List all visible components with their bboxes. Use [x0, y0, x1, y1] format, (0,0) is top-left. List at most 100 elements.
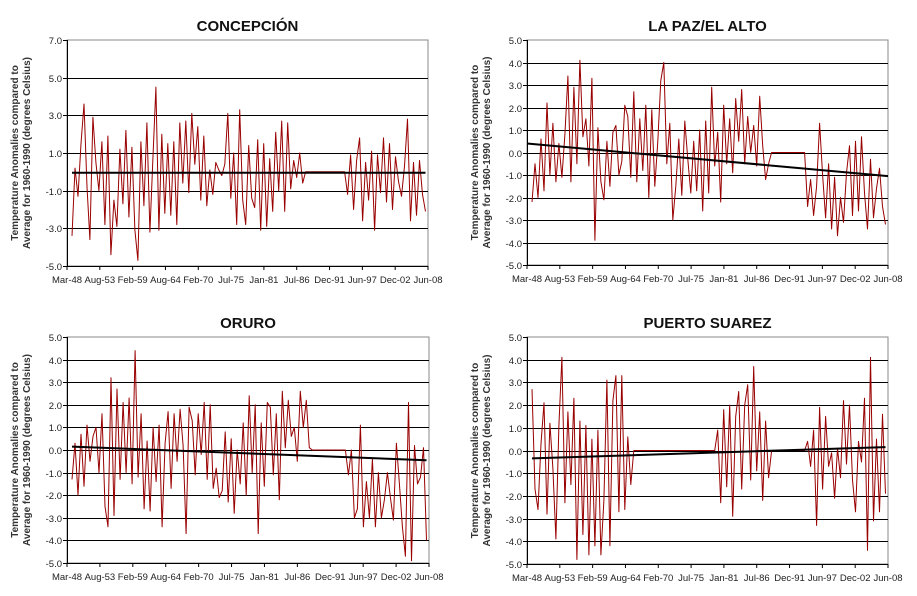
- y-tick-label: 3.0: [49, 378, 62, 389]
- x-tick-label: Mar-48: [52, 572, 82, 583]
- y-tick-label: -2.0: [46, 491, 62, 502]
- y-tick-label: -5.0: [506, 261, 522, 272]
- x-tick-label: Jun-97: [349, 572, 378, 583]
- x-tick-label: Jan-81: [250, 572, 279, 583]
- x-tick-label: Jun-08: [873, 573, 902, 584]
- x-tick-label: Aug-53: [84, 275, 115, 286]
- y-tick-label: 0.0: [49, 446, 62, 457]
- x-tick-label: Feb-70: [184, 572, 214, 583]
- y-tick-label: 2.0: [509, 401, 522, 412]
- y-tick-label: -5.0: [46, 559, 62, 570]
- x-tick-label: Jan-81: [709, 274, 738, 285]
- y-tick-label: -2.0: [506, 194, 522, 205]
- y-tick-label: -1.0: [46, 469, 62, 480]
- y-tick-label: -5.0: [46, 262, 62, 273]
- x-tick-label: Jul-75: [219, 572, 245, 583]
- x-tick-label: Feb-59: [578, 573, 608, 584]
- y-tick-label: 3.0: [49, 111, 62, 122]
- x-tick-label: Aug-64: [150, 572, 181, 583]
- anomaly-series-line: [71, 86, 426, 261]
- x-tick-label: Feb-59: [118, 572, 148, 583]
- y-tick-label: -5.0: [506, 560, 522, 571]
- x-tick-label: Jun-08: [873, 274, 902, 285]
- x-tick-label: Jun-97: [808, 573, 837, 584]
- x-tick-label: Jun-97: [348, 275, 377, 286]
- x-tick-label: Jul-75: [678, 274, 704, 285]
- y-axis-label: Average for 1960-1990 (degrees Celsius): [482, 355, 493, 547]
- chart-concepcion: CONCEPCIÓN -5.0 -3.0 -1.0 1.0 3.0 5.0 7.0 Mar-48…: [10, 17, 443, 286]
- x-tick-label: Jul-75: [218, 275, 244, 286]
- y-tick-label: -4.0: [46, 536, 62, 547]
- y-tick-label: 1.0: [49, 423, 62, 434]
- anomaly-series-line: [71, 350, 427, 562]
- y-axis-label: Average for 1960-1990 (degrees Celsius): [482, 57, 493, 249]
- y-tick-label: 4.0: [509, 59, 522, 70]
- y-tick-label: 5.0: [509, 36, 522, 47]
- x-tick-label: Dec-02: [380, 275, 411, 286]
- y-axis-label: Average for 1960-1990 (degrees Celsius): [22, 57, 33, 249]
- anomaly-series-line: [531, 59, 886, 241]
- x-tick-label: Aug-64: [610, 573, 641, 584]
- y-tick-label: 3.0: [509, 378, 522, 389]
- x-tick-label: Jan-81: [249, 275, 278, 286]
- chart-title: LA PAZ/EL ALTO: [648, 18, 767, 35]
- x-tick-label: Dec-02: [840, 573, 871, 584]
- y-tick-label: -4.0: [506, 239, 522, 250]
- x-tick-label: Aug-53: [544, 274, 575, 285]
- y-tick-label: 2.0: [49, 401, 62, 412]
- y-tick-label: 7.0: [49, 36, 62, 47]
- x-tick-label: Jul-86: [744, 274, 770, 285]
- x-tick-label: Jul-75: [678, 573, 704, 584]
- y-tick-label: 0.0: [509, 149, 522, 160]
- y-tick-label: -3.0: [506, 216, 522, 227]
- x-tick-label: Feb-70: [643, 274, 673, 285]
- x-tick-label: Aug-53: [544, 573, 575, 584]
- x-tick-label: Mar-48: [52, 275, 82, 286]
- x-tick-label: Jun-97: [808, 274, 837, 285]
- y-tick-label: -2.0: [506, 492, 522, 503]
- y-axis-label: Temperature Anomalies compared to: [470, 65, 481, 241]
- x-tick-label: Aug-64: [150, 275, 181, 286]
- x-tick-label: Dec-91: [774, 573, 805, 584]
- trend-line: [71, 445, 427, 462]
- x-tick-label: Feb-59: [578, 274, 608, 285]
- x-tick-label: Feb-70: [183, 275, 213, 286]
- chart-la-paz-el-alto: LA PAZ/EL ALTO -5.0 -4.0 -3.0 -2.0 -1.0 0.0 1.0…: [470, 18, 903, 285]
- x-tick-label: Mar-48: [512, 274, 542, 285]
- x-tick-label: Dec-91: [315, 572, 346, 583]
- y-tick-label: 4.0: [509, 356, 522, 367]
- x-tick-label: Jun-08: [414, 572, 443, 583]
- chart-title: CONCEPCIÓN: [197, 17, 299, 35]
- x-tick-label: Jun-08: [413, 275, 442, 286]
- x-tick-label: Aug-53: [85, 572, 116, 583]
- y-tick-label: 4.0: [49, 356, 62, 367]
- x-tick-label: Dec-91: [314, 275, 345, 286]
- chart-oruro: ORURO -5.0 -4.0 -3.0 -2.0 -1.0 0.0 1.0 2.0 3.0 4.0…: [10, 315, 444, 583]
- x-tick-label: Jan-81: [709, 573, 738, 584]
- x-tick-label: Aug-64: [610, 274, 641, 285]
- y-tick-label: 5.0: [509, 333, 522, 344]
- trend-line: [531, 446, 886, 460]
- y-axis-label: Temperature Anomalies compared to: [10, 65, 21, 241]
- y-tick-label: -3.0: [506, 515, 522, 526]
- chart-title: PUERTO SUAREZ: [643, 315, 771, 332]
- chart-puerto-suarez: PUERTO SUAREZ -5.0 -4.0 -3.0 -2.0 -1.0 0.0 1.0 2…: [470, 315, 903, 584]
- y-tick-label: 1.0: [49, 149, 62, 160]
- x-tick-label: Dec-91: [774, 274, 805, 285]
- chart-title: ORURO: [220, 315, 276, 332]
- x-tick-label: Jul-86: [284, 275, 310, 286]
- x-tick-label: Feb-70: [643, 573, 673, 584]
- y-tick-label: -3.0: [46, 514, 62, 525]
- y-tick-label: 1.0: [509, 424, 522, 435]
- y-tick-label: -4.0: [506, 537, 522, 548]
- y-tick-label: 5.0: [49, 74, 62, 85]
- y-tick-label: -3.0: [46, 224, 62, 235]
- x-tick-label: Dec-02: [840, 274, 871, 285]
- y-tick-label: -1.0: [506, 469, 522, 480]
- y-tick-label: 1.0: [509, 126, 522, 137]
- anomaly-series-line: [531, 356, 886, 560]
- y-tick-label: -1.0: [46, 187, 62, 198]
- y-axis-label: Average for 1960-1990 (degrees Celsius): [22, 354, 33, 546]
- x-tick-label: Dec-02: [381, 572, 412, 583]
